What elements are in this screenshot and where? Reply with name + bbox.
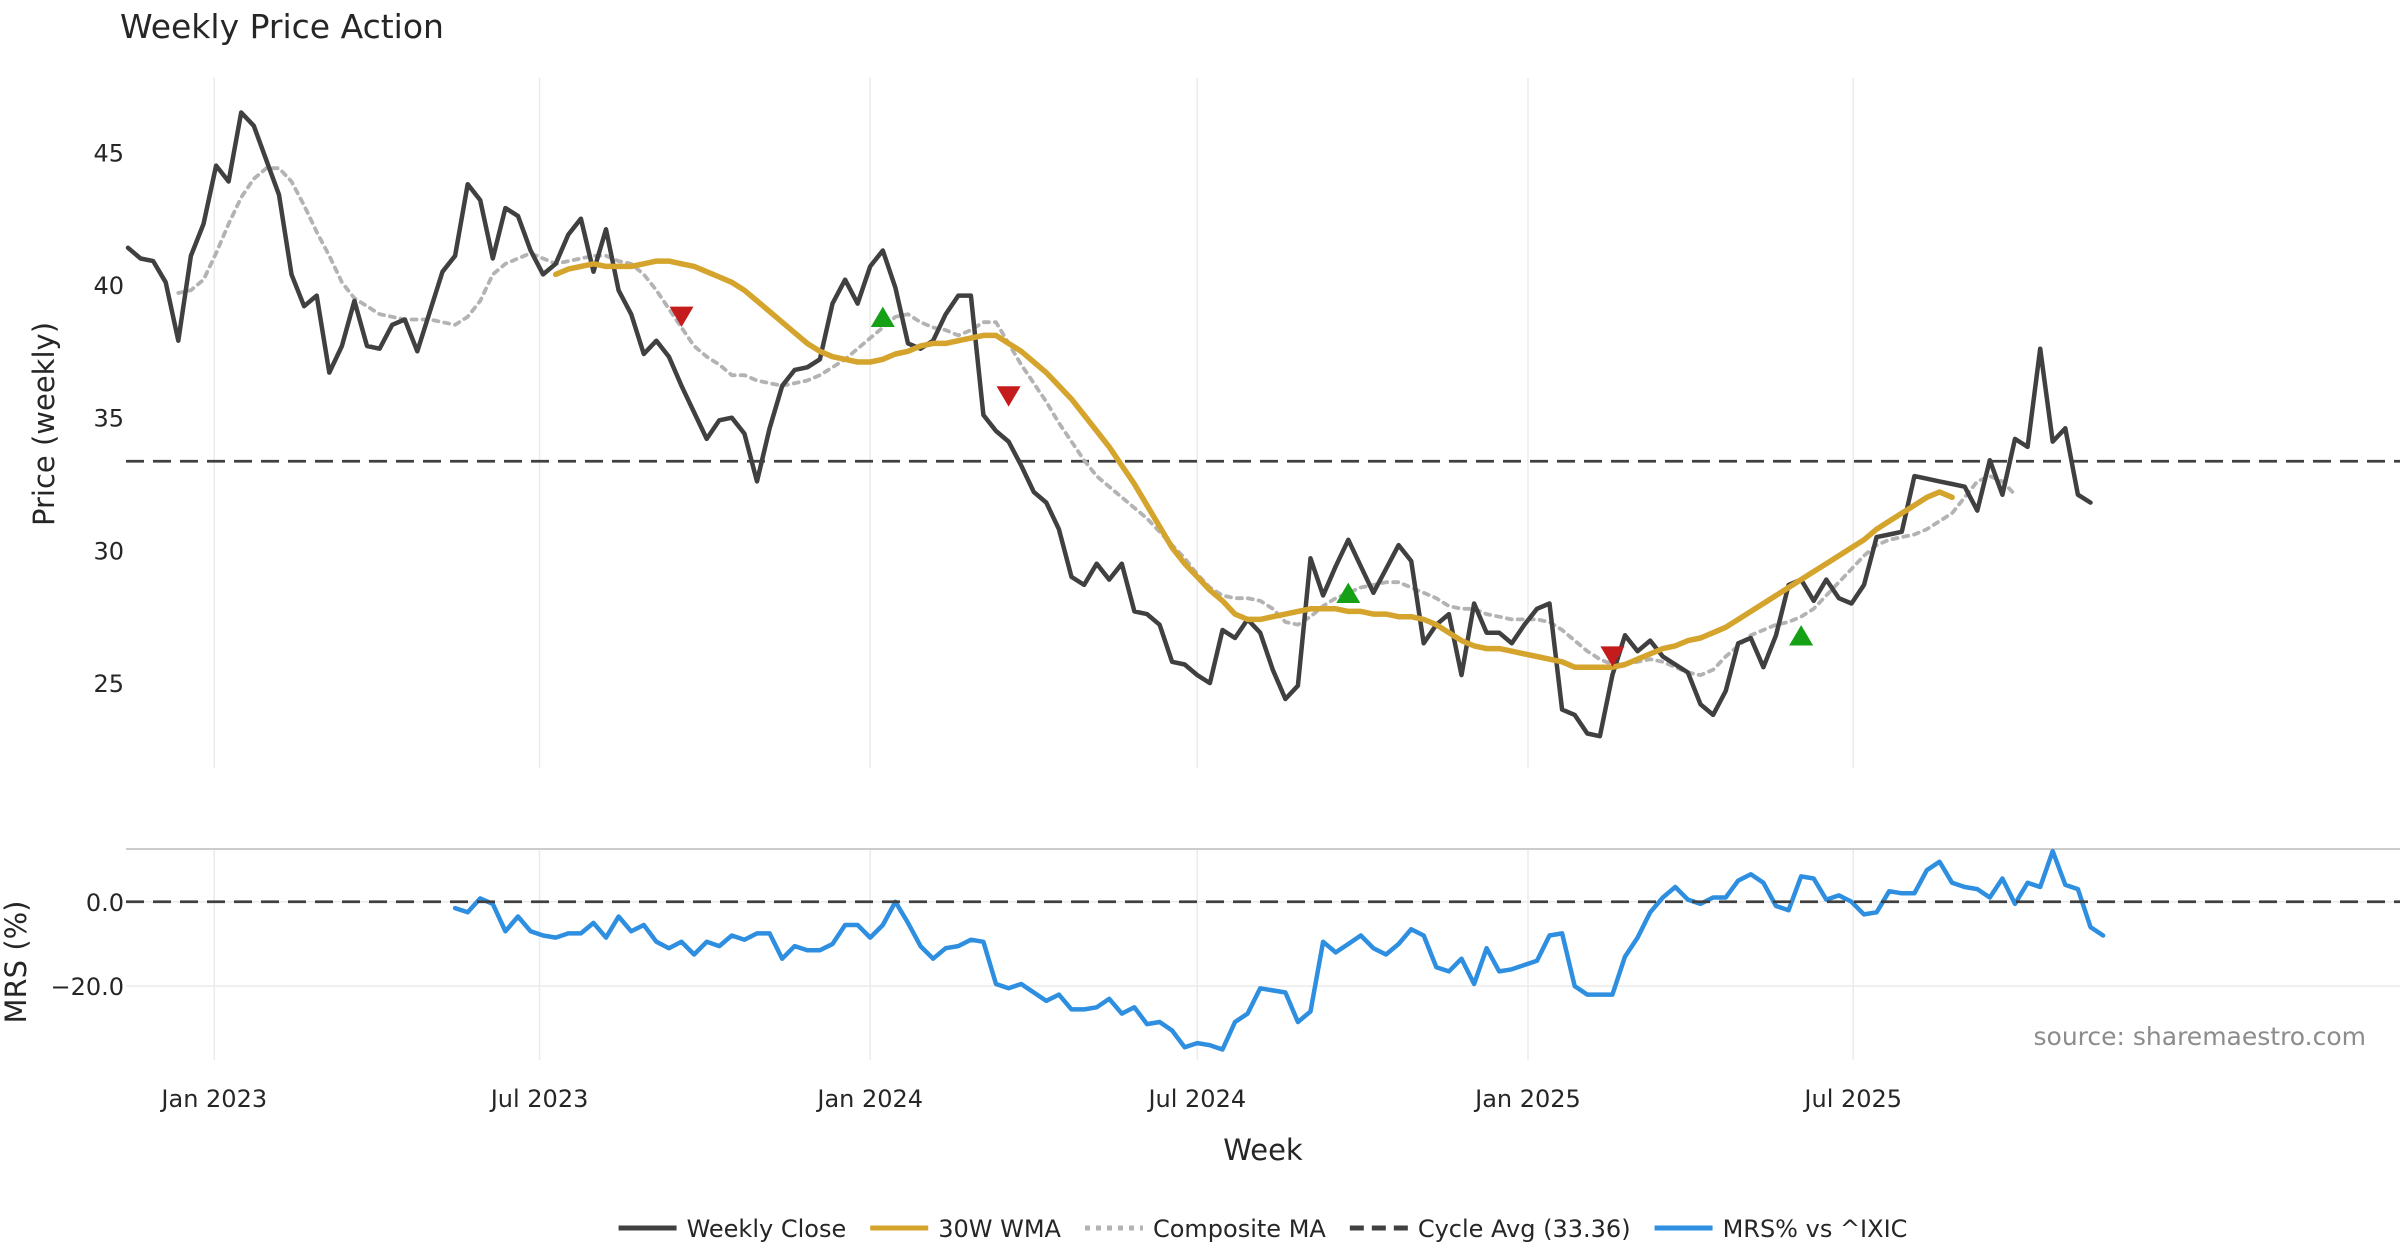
sell-signal-marker <box>1600 646 1625 667</box>
mrs-y-tick-label: −20.0 <box>50 973 124 1001</box>
price-series <box>125 110 2400 739</box>
mrs-y-tick-label: 0.0 <box>86 889 124 917</box>
legend-label: MRS% vs ^IXIC <box>1723 1215 1908 1243</box>
price-y-tick-label: 45 <box>93 139 124 167</box>
x-tick-label: Jul 2024 <box>1146 1085 1246 1113</box>
legend-label: Cycle Avg (33.36) <box>1418 1215 1631 1243</box>
x-axis-label: Week <box>1223 1133 1303 1167</box>
mrs-y-axis-label: MRS (%) <box>0 901 33 1024</box>
x-tick-label: Jul 2025 <box>1802 1085 1902 1113</box>
price-y-tick-label: 25 <box>93 670 124 698</box>
buy-signal-marker <box>870 306 895 328</box>
price-y-tick-label: 40 <box>93 272 124 300</box>
price-grid <box>213 78 1855 768</box>
legend-label: 30W WMA <box>938 1215 1061 1243</box>
sell-signal-marker <box>996 386 1021 407</box>
price-y-tick-label: 30 <box>93 537 124 565</box>
series-30w-wma <box>552 258 1955 670</box>
x-tick-label: Jan 2025 <box>1473 1085 1581 1113</box>
source-annotation: source: sharemaestro.com <box>2034 1022 2367 1051</box>
price-y-tick-label: 35 <box>93 405 124 433</box>
mrs-series <box>126 848 2400 1052</box>
legend-label: Composite MA <box>1153 1215 1326 1243</box>
series-weekly-close <box>125 110 2093 739</box>
sell-signal-marker <box>669 306 694 328</box>
x-tick-label: Jan 2024 <box>815 1085 923 1113</box>
price-y-axis: 25 30 35 40 45 <box>93 139 124 698</box>
mrs-mrs-vs-ixic <box>452 848 2106 1052</box>
mrs-y-axis: 0.0 −20.0 <box>50 889 124 1001</box>
x-tick-label: Jan 2023 <box>159 1085 267 1113</box>
signal-markers <box>669 306 1814 667</box>
buy-signal-marker <box>1789 625 1814 646</box>
legend-label: Weekly Close <box>687 1215 847 1243</box>
series-composite-ma <box>176 166 2017 677</box>
legend: Weekly Close 30W WMA Composite MA Cycle Avg… <box>618 1215 1908 1243</box>
price-y-axis-label: Price (weekly) <box>27 322 61 526</box>
buy-signal-marker <box>1336 582 1361 604</box>
x-axis: Jan 2023 Jul 2023 Jan 2024 Jul 2024 Jan 2025… <box>159 1085 1902 1113</box>
x-tick-label: Jul 2023 <box>489 1085 589 1113</box>
chart-title: Weekly Price Action <box>120 7 444 46</box>
